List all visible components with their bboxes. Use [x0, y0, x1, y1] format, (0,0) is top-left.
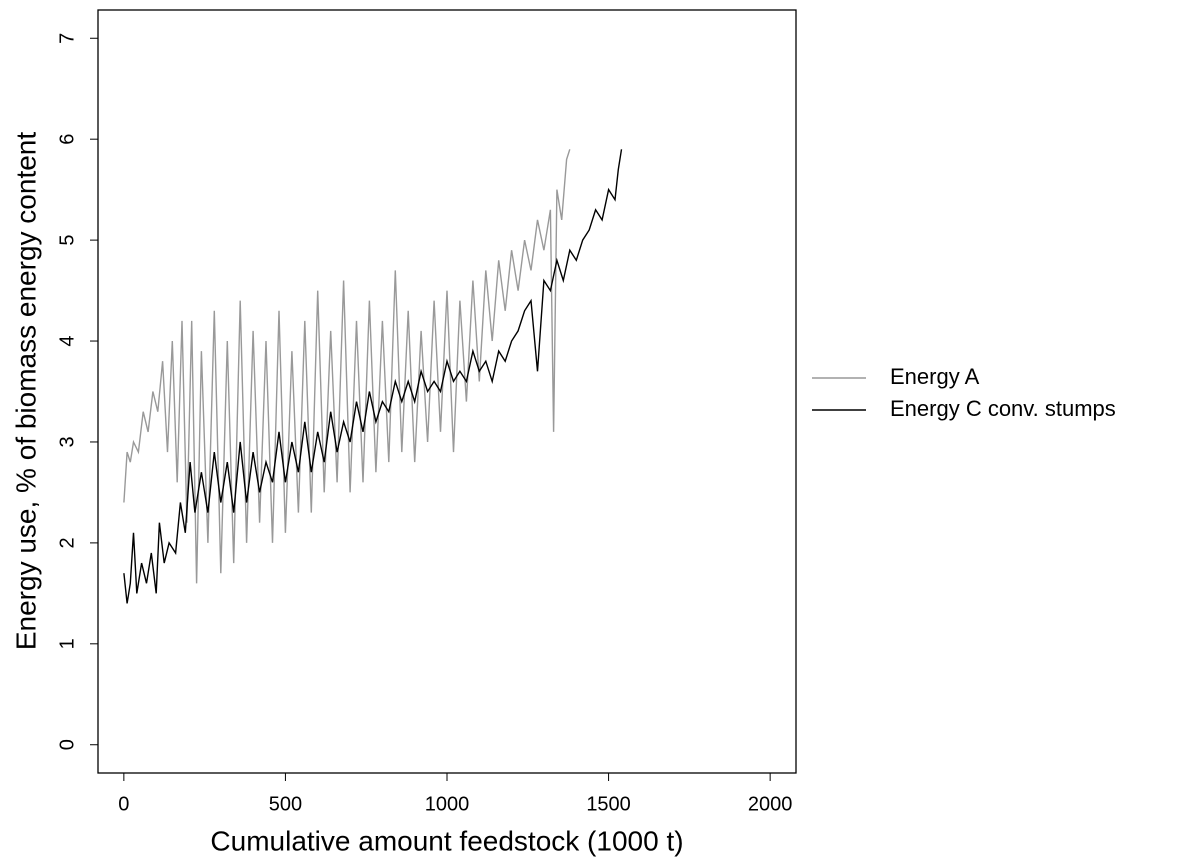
y-tick-label: 7 [56, 33, 78, 44]
y-axis-title: Energy use, % of biomass energy content [10, 132, 41, 651]
series-line [123, 149, 623, 604]
y-tick-label: 3 [56, 436, 78, 447]
x-tick-label: 1000 [425, 793, 470, 815]
y-tick-label: 5 [56, 235, 78, 246]
legend-label: Energy C conv. stumps [890, 396, 1116, 421]
y-tick-label: 4 [56, 335, 78, 346]
x-axis-title: Cumulative amount feedstock (1000 t) [210, 825, 683, 856]
y-tick-label: 6 [56, 134, 78, 145]
x-tick-label: 0 [118, 793, 129, 815]
x-tick-label: 1500 [586, 793, 631, 815]
legend-label: Energy A [890, 364, 980, 389]
y-tick-label: 1 [56, 638, 78, 649]
y-tick-label: 0 [56, 739, 78, 750]
x-tick-label: 500 [269, 793, 302, 815]
x-tick-label: 2000 [748, 793, 793, 815]
series-line [123, 149, 571, 584]
y-tick-label: 2 [56, 537, 78, 548]
